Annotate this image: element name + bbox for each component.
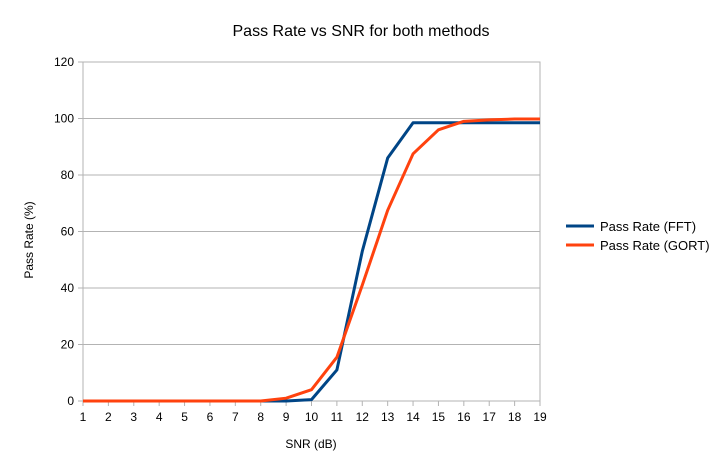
x-tick-label: 9 — [283, 410, 290, 424]
legend-label: Pass Rate (FFT) — [600, 219, 696, 234]
x-tick-label: 8 — [257, 410, 264, 424]
series-line-gort — [83, 117, 540, 403]
series-lines — [83, 117, 540, 403]
x-axis-ticks: 1 2 3 4 5 6 7 8 9 10 11 12 13 14 15 16 17 18 19 — [80, 401, 547, 424]
y-tick-label: 80 — [61, 168, 75, 182]
y-tick-label: 0 — [67, 394, 74, 408]
y-tick-label: 40 — [61, 281, 75, 295]
y-tick-label: 120 — [54, 55, 74, 69]
x-tick-label: 13 — [381, 410, 395, 424]
gridlines — [83, 61, 540, 402]
y-axis-label: Pass Rate (%) — [22, 201, 36, 278]
y-axis-ticks: 0 20 40 60 80 100 120 — [54, 55, 83, 408]
x-tick-label: 3 — [130, 410, 137, 424]
x-tick-label: 17 — [483, 410, 497, 424]
x-tick-label: 2 — [105, 410, 112, 424]
x-tick-label: 18 — [508, 410, 522, 424]
x-tick-label: 6 — [207, 410, 214, 424]
x-tick-label: 15 — [432, 410, 446, 424]
x-tick-label: 12 — [356, 410, 370, 424]
x-tick-label: 5 — [181, 410, 188, 424]
x-tick-label: 7 — [232, 410, 239, 424]
x-tick-label: 14 — [406, 410, 420, 424]
legend-label: Pass Rate (GORT) — [600, 238, 710, 253]
series-line-fft — [83, 121, 540, 403]
y-tick-label: 20 — [61, 338, 75, 352]
x-tick-label: 1 — [80, 410, 87, 424]
x-tick-label: 4 — [156, 410, 163, 424]
y-tick-label: 60 — [61, 225, 75, 239]
legend: Pass Rate (FFT) Pass Rate (GORT) — [566, 219, 710, 253]
x-tick-label: 16 — [457, 410, 471, 424]
y-tick-label: 100 — [54, 112, 74, 126]
chart-title: Pass Rate vs SNR for both methods — [233, 23, 490, 40]
x-tick-label: 11 — [331, 410, 344, 424]
x-tick-label: 10 — [305, 410, 319, 424]
x-tick-label: 19 — [533, 410, 547, 424]
x-axis-label: SNR (dB) — [285, 437, 336, 451]
